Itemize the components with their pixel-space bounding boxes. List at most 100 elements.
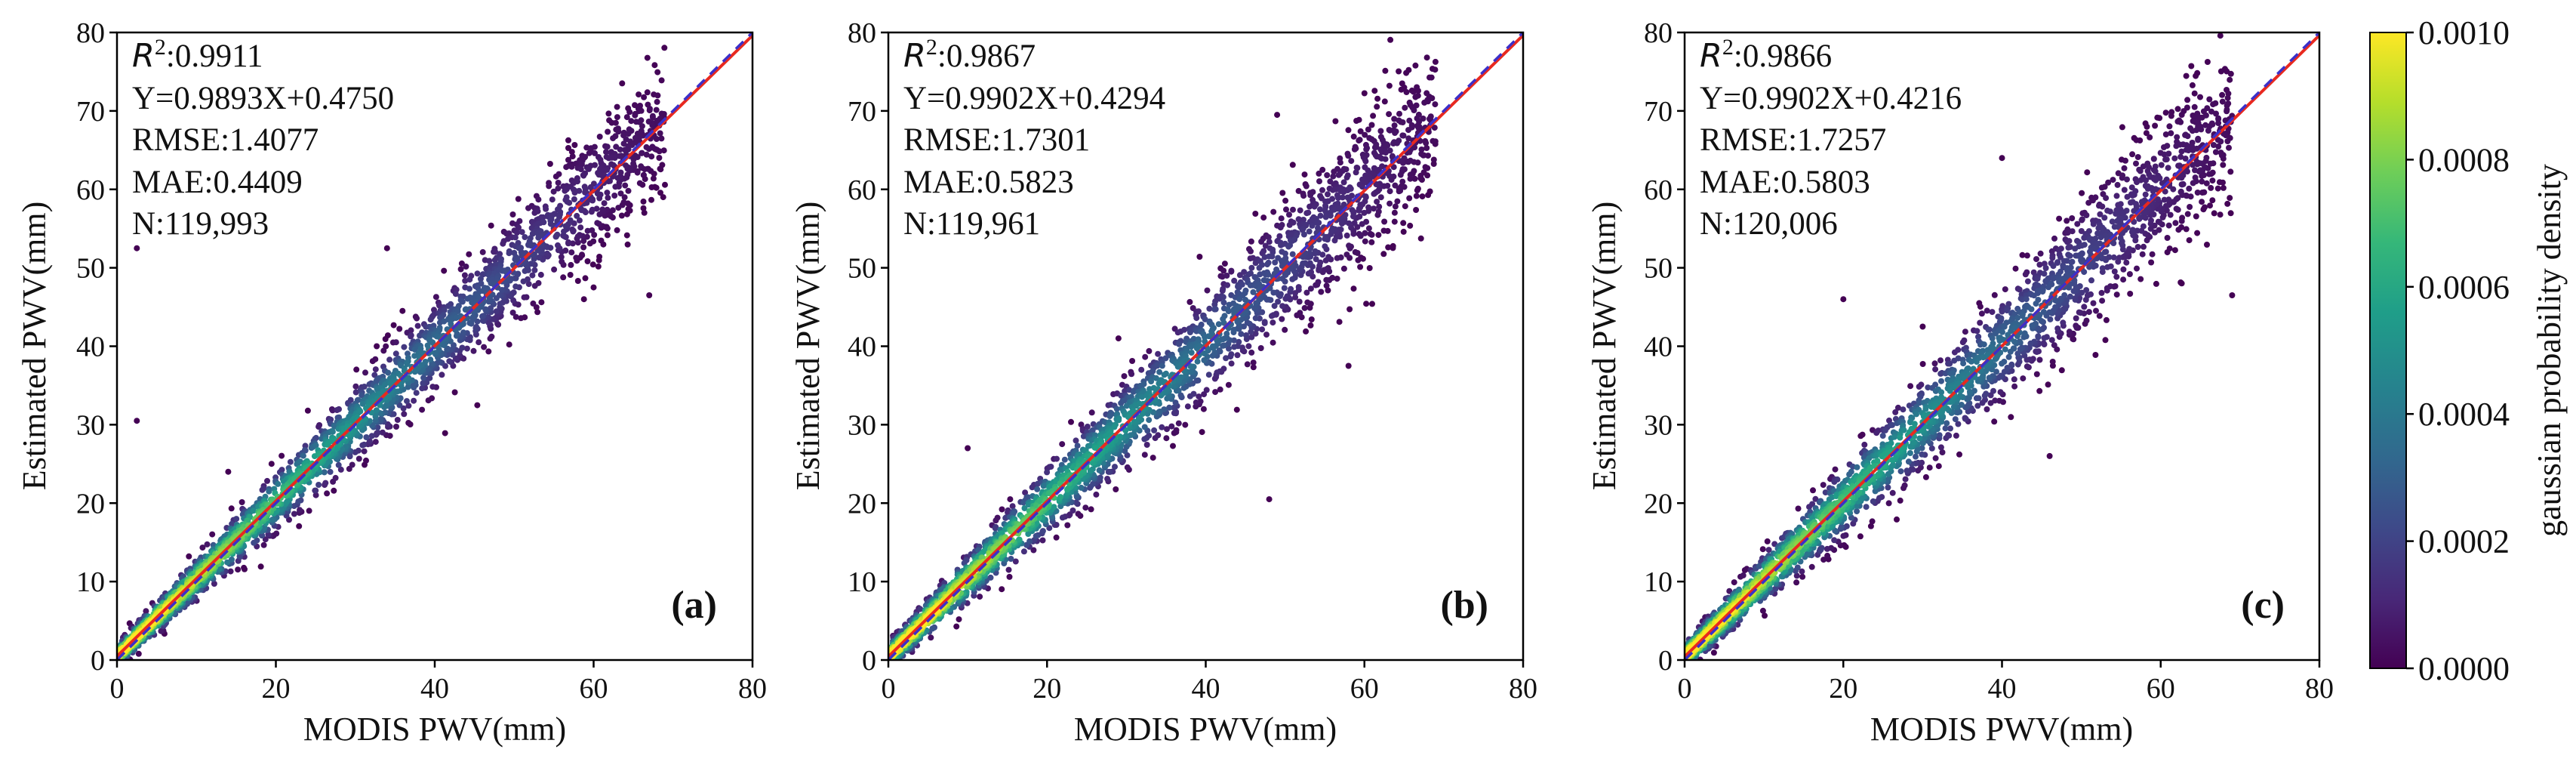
x-tick-label: 60 <box>580 673 608 705</box>
data-point <box>540 219 547 226</box>
data-point <box>441 307 448 313</box>
r2-symbol: R <box>132 37 155 75</box>
data-point <box>441 267 448 274</box>
data-point <box>525 281 532 288</box>
data-point <box>470 347 477 354</box>
data-point <box>1289 162 1296 168</box>
data-point <box>1248 349 1255 356</box>
data-point <box>579 251 585 258</box>
data-point <box>544 250 550 257</box>
data-point <box>462 277 469 284</box>
data-point <box>1362 238 1368 245</box>
data-point <box>227 568 234 575</box>
data-point <box>1250 254 1257 261</box>
y-tick-label: 80 <box>76 17 105 49</box>
data-point <box>302 447 309 454</box>
data-point <box>1301 171 1308 178</box>
data-point <box>262 536 269 543</box>
data-point <box>1212 306 1219 313</box>
x-tick-label: 20 <box>262 673 291 705</box>
data-point <box>1343 174 1350 180</box>
data-point <box>469 313 476 320</box>
data-point <box>1327 212 1334 219</box>
data-point <box>1292 290 1298 297</box>
data-point <box>1405 135 1412 142</box>
data-point <box>1351 146 1358 153</box>
data-point <box>561 228 567 235</box>
data-point <box>1423 54 1430 61</box>
data-point <box>1150 368 1156 375</box>
data-point <box>596 254 603 260</box>
data-point <box>405 384 411 390</box>
data-point <box>1296 298 1303 305</box>
data-point <box>1059 514 1066 521</box>
data-point <box>264 477 270 484</box>
data-point <box>1146 432 1153 439</box>
data-point <box>612 119 619 126</box>
data-point <box>530 300 537 307</box>
data-point <box>287 458 294 465</box>
data-point <box>1283 206 1289 213</box>
data-point <box>1142 353 1149 360</box>
data-point <box>1432 66 1439 73</box>
data-point <box>1399 119 1406 125</box>
data-point <box>656 155 663 161</box>
data-point <box>1211 301 1218 308</box>
data-point <box>1288 285 1294 292</box>
data-point <box>329 428 336 435</box>
data-point <box>1317 206 1323 213</box>
data-point <box>1128 371 1135 378</box>
data-point <box>1170 443 1176 449</box>
data-point <box>1365 225 1372 232</box>
data-point <box>474 270 481 277</box>
data-point <box>1008 556 1014 562</box>
data-point <box>1204 287 1211 294</box>
data-point <box>657 130 663 137</box>
data-point <box>1228 268 1235 275</box>
data-point <box>1009 503 1016 510</box>
data-point <box>625 187 632 194</box>
data-point <box>1373 181 1380 187</box>
data-point <box>1093 491 1100 498</box>
data-point <box>1377 194 1384 201</box>
data-point <box>257 563 264 570</box>
data-point <box>312 492 319 498</box>
data-point <box>1381 98 1388 105</box>
data-point <box>1387 36 1394 43</box>
data-point <box>1340 265 1347 272</box>
data-point <box>404 398 410 405</box>
data-point <box>1224 282 1231 288</box>
data-point <box>327 468 334 475</box>
data-point <box>1196 393 1202 400</box>
data-point <box>598 237 605 244</box>
data-point <box>534 208 541 214</box>
data-point <box>1021 505 1028 511</box>
data-point <box>1345 153 1352 159</box>
data-point <box>1146 417 1153 424</box>
data-point <box>401 344 408 350</box>
data-point <box>651 62 658 69</box>
data-point <box>1078 484 1085 491</box>
data-point <box>1346 306 1353 313</box>
data-point <box>1252 330 1259 337</box>
data-point <box>1406 117 1413 124</box>
data-point <box>1382 67 1389 74</box>
data-point <box>605 128 611 135</box>
data-point <box>518 315 525 322</box>
stats-box: R2:0.9911 Y=0.9893X+0.4750 RMSE:1.4077 M… <box>132 35 394 242</box>
data-point <box>977 594 983 600</box>
data-point <box>211 581 217 587</box>
data-point <box>1420 116 1426 122</box>
data-point <box>1256 264 1263 271</box>
data-point <box>580 172 587 179</box>
data-point <box>479 288 486 295</box>
data-point <box>1335 195 1341 201</box>
data-point <box>488 222 494 229</box>
data-point <box>1288 232 1295 239</box>
y-tick-label: 50 <box>76 253 105 285</box>
data-point <box>463 264 469 270</box>
data-point <box>592 150 598 156</box>
data-point <box>565 145 571 151</box>
data-point <box>1088 409 1095 416</box>
